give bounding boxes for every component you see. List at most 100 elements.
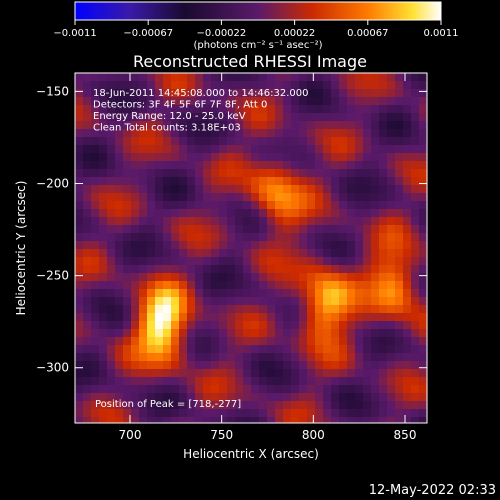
heatmap-cell	[331, 169, 339, 177]
heatmap-cell	[411, 121, 419, 129]
heatmap-cell	[395, 345, 403, 353]
y-axis-label: Heliocentric Y (arcsec)	[14, 181, 28, 316]
heatmap-cell	[291, 329, 299, 337]
heatmap-cell	[187, 345, 195, 353]
heatmap-cell	[275, 233, 283, 241]
heatmap-cell	[227, 81, 235, 89]
heatmap-cell	[107, 393, 115, 401]
plot-frame	[74, 72, 428, 424]
heatmap-cell	[379, 329, 387, 337]
heatmap-cell	[283, 257, 291, 265]
heatmap-cell	[211, 137, 219, 145]
heatmap-cell	[315, 225, 323, 233]
heatmap-cell	[123, 145, 131, 153]
heatmap-cell	[419, 337, 427, 345]
heatmap-cell	[75, 225, 83, 233]
heatmap-cell	[163, 345, 171, 353]
heatmap-cell	[291, 185, 299, 193]
heatmap-cell	[267, 345, 275, 353]
heatmap-cell	[123, 385, 131, 393]
heatmap-cell	[275, 305, 283, 313]
heatmap-cell	[83, 121, 91, 129]
heatmap-cell	[155, 361, 163, 369]
heatmap-cell	[195, 169, 203, 177]
y-tick-label: −150	[36, 84, 69, 98]
heatmap-cell	[203, 201, 211, 209]
heatmap-cell	[347, 289, 355, 297]
heatmap-cell	[227, 201, 235, 209]
heatmap-cell	[355, 129, 363, 137]
heatmap-cell	[203, 153, 211, 161]
heatmap-cell	[379, 249, 387, 257]
heatmap-cell	[395, 89, 403, 97]
heatmap-cell	[107, 321, 115, 329]
heatmap-cell	[251, 241, 259, 249]
heatmap-cell	[331, 113, 339, 121]
heatmap-cell	[227, 249, 235, 257]
heatmap-cell	[363, 73, 371, 81]
heatmap-cell	[371, 353, 379, 361]
heatmap-cell	[395, 265, 403, 273]
heatmap-cell	[171, 129, 179, 137]
heatmap-cell	[347, 233, 355, 241]
heatmap-cell	[307, 305, 315, 313]
heatmap-cell	[347, 161, 355, 169]
heatmap-cell	[115, 97, 123, 105]
heatmap-cell	[355, 185, 363, 193]
heatmap-cell	[307, 73, 315, 81]
heatmap-cell	[163, 377, 171, 385]
heatmap-cell	[235, 289, 243, 297]
heatmap-cell	[91, 353, 99, 361]
heatmap-cell	[243, 241, 251, 249]
heatmap-cell	[403, 73, 411, 81]
heatmap-cell	[411, 113, 419, 121]
heatmap-cell	[299, 225, 307, 233]
heatmap-cell	[291, 73, 299, 81]
heatmap-cell	[75, 121, 83, 129]
heatmap-cell	[339, 137, 347, 145]
heatmap-cell	[107, 313, 115, 321]
heatmap-cell	[323, 337, 331, 345]
heatmap-cell	[115, 153, 123, 161]
heatmap-cell	[139, 377, 147, 385]
heatmap-cell	[179, 233, 187, 241]
heatmap-cell	[283, 217, 291, 225]
heatmap-cell	[411, 273, 419, 281]
heatmap-cell	[147, 281, 155, 289]
heatmap-cell	[227, 209, 235, 217]
heatmap-cell	[195, 225, 203, 233]
heatmap-cell	[275, 369, 283, 377]
heatmap-cell	[259, 73, 267, 81]
heatmap-cell	[155, 313, 163, 321]
heatmap-cell	[195, 369, 203, 377]
heatmap-cell	[291, 313, 299, 321]
heatmap-cell	[267, 393, 275, 401]
heatmap-cell	[139, 297, 147, 305]
heatmap-cell	[155, 329, 163, 337]
heatmap-cell	[147, 257, 155, 265]
heatmap-cell	[323, 313, 331, 321]
heatmap-cell	[419, 305, 427, 313]
heatmap-cell	[387, 105, 395, 113]
heatmap-cell	[203, 377, 211, 385]
heatmap-cell	[323, 225, 331, 233]
heatmap-cell	[379, 313, 387, 321]
heatmap-cell	[75, 313, 83, 321]
heatmap-cell	[403, 257, 411, 265]
heatmap-cell	[251, 89, 259, 97]
heatmap-cell	[163, 105, 171, 113]
heatmap-cell	[355, 201, 363, 209]
heatmap-cell	[419, 217, 427, 225]
heatmap-cell	[395, 393, 403, 401]
heatmap-cell	[139, 393, 147, 401]
heatmap-cell	[227, 129, 235, 137]
heatmap-cell	[235, 113, 243, 121]
heatmap-cell	[363, 233, 371, 241]
heatmap-cell	[267, 257, 275, 265]
heatmap-cell	[283, 89, 291, 97]
heatmap-cell	[251, 217, 259, 225]
heatmap-cell	[323, 169, 331, 177]
heatmap-cell	[315, 257, 323, 265]
heatmap-cell	[323, 265, 331, 273]
heatmap-cell	[219, 169, 227, 177]
